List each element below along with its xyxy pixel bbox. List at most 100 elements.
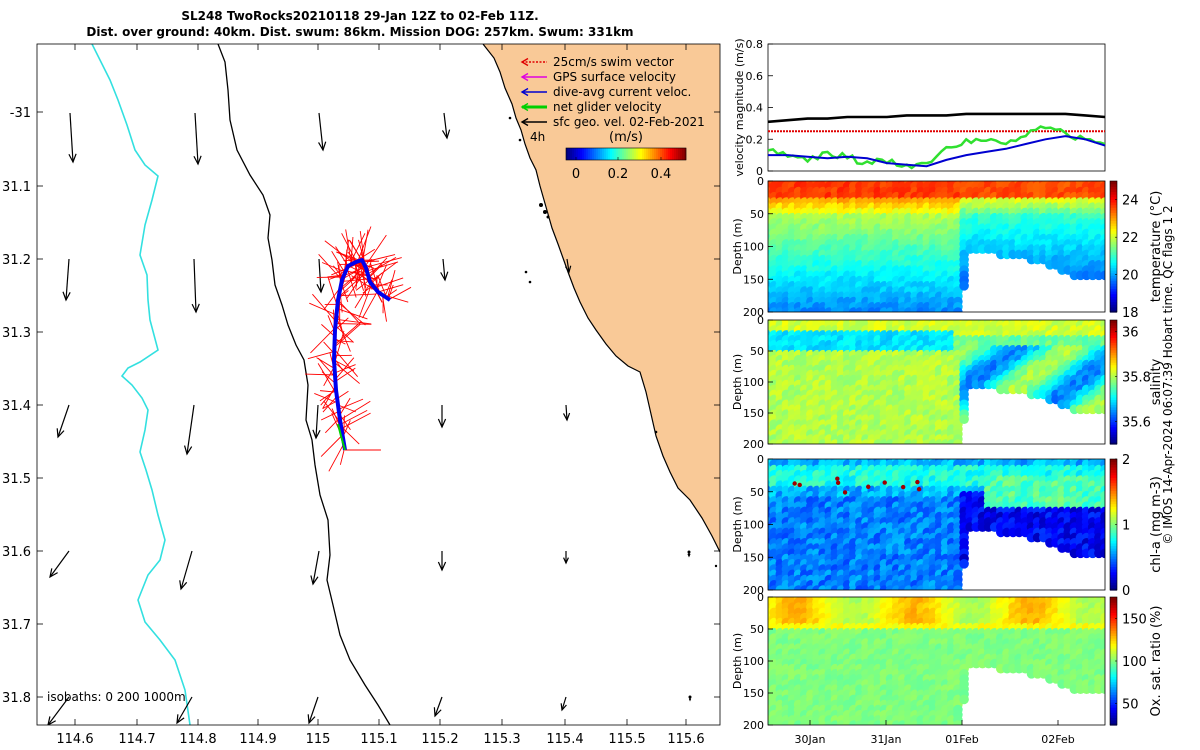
- map-x-tick-label: 115.5: [608, 732, 645, 747]
- section-y-tick-label: 150: [743, 273, 764, 286]
- section-colorbar-cell: [1110, 283, 1117, 287]
- section-colorbar-cell: [1110, 419, 1117, 423]
- section-colorbar-cell: [1110, 389, 1117, 393]
- section-colorbar-cell: [1110, 548, 1117, 552]
- dive-avg-current-track: [332, 258, 392, 451]
- section-colorbar-cell: [1110, 241, 1117, 245]
- section-colorbar-cell: [1110, 285, 1117, 290]
- velocity-series-line: [768, 135, 1105, 168]
- map-x-tick-label: 114.6: [56, 732, 93, 747]
- velocity-arrow: [312, 404, 321, 440]
- section-colorbar-cell: [1110, 555, 1117, 560]
- legend-entry: sfc geo. vel. 02-Feb-2021: [520, 115, 705, 129]
- title-line-1: SL248 TwoRocks20210118 29-Jan 12Z to 02-…: [181, 9, 539, 23]
- section-colorbar-cell: [1110, 349, 1117, 353]
- section-colorbar-cell: [1110, 386, 1117, 391]
- section-colorbar-cell: [1110, 324, 1117, 329]
- velocity-y-tick-label: 0.8: [746, 38, 764, 51]
- map-y-tick-label: 31.3: [2, 326, 31, 341]
- section-heatmap: [768, 181, 1105, 312]
- section-colorbar-label: Ox. sat. ratio (%): [1149, 606, 1164, 717]
- section-y-tick-label: 100: [743, 655, 764, 668]
- section-colorbar-cell: [1110, 529, 1117, 533]
- surface-geostrophic-velocity-arrows: [47, 112, 692, 725]
- section-colorbar-cell: [1110, 212, 1117, 216]
- section-colorbar-cell: [1110, 270, 1117, 274]
- section-colorbar-cell: [1110, 301, 1117, 305]
- section-colorbar-cell: [1110, 259, 1117, 263]
- section-colorbar-cell: [1110, 582, 1117, 586]
- section-colorbar-cell: [1110, 620, 1117, 624]
- section-colorbar-tick-label: 1: [1122, 519, 1130, 534]
- section-colorbar-cell: [1110, 681, 1117, 685]
- section-y-tick-label: 0: [757, 591, 764, 604]
- section-colorbar-cell: [1110, 233, 1117, 237]
- map-y-tick-label: 31.1: [2, 180, 31, 195]
- section-panel: 0 50 100 150 200 Depth (m) 0 1 2 chl-a (mg m-3): [731, 453, 1164, 599]
- legend-label: net glider velocity: [553, 100, 661, 114]
- section-colorbar-cell: [1110, 587, 1117, 591]
- section-heatmap: [768, 459, 1105, 590]
- time-x-tick-label: 30Jan: [795, 733, 826, 746]
- section-colorbar-cell: [1110, 332, 1117, 336]
- section-colorbar-cell: [1110, 503, 1117, 507]
- section-colorbar-cell: [1110, 597, 1117, 601]
- section-colorbar-cell: [1110, 436, 1117, 440]
- section-colorbar-cell: [1110, 653, 1117, 657]
- section-colorbar-cell: [1110, 514, 1117, 518]
- section-colorbar-cell: [1110, 498, 1117, 502]
- section-colorbar-cell: [1110, 228, 1117, 232]
- section-colorbar-cell: [1110, 722, 1117, 726]
- section-colorbar-cell: [1110, 487, 1117, 492]
- section-colorbar-cell: [1110, 207, 1117, 211]
- section-colorbar-cell: [1110, 719, 1117, 724]
- section-y-label: Depth (m): [731, 633, 744, 689]
- section-colorbar-cell: [1110, 459, 1117, 463]
- section-colorbar-cell: [1110, 288, 1117, 292]
- section-colorbar-cell: [1110, 521, 1117, 526]
- section-colorbar-cell: [1110, 377, 1117, 381]
- section-colorbar-cell: [1110, 230, 1117, 234]
- map-y-tick-label: 31.8: [2, 691, 31, 706]
- section-colorbar-cell: [1110, 558, 1117, 562]
- section-colorbar-cell: [1110, 414, 1117, 418]
- section-y-tick-label: 50: [750, 345, 764, 358]
- section-colorbar-cell: [1110, 364, 1117, 368]
- section-y-tick-label: 50: [750, 208, 764, 221]
- section-colorbar-tick-label: 18: [1122, 306, 1139, 321]
- map-x-tick-label: 115.3: [483, 732, 520, 747]
- section-colorbar-cell: [1110, 296, 1117, 300]
- section-colorbar-cell: [1110, 532, 1117, 536]
- section-colorbar-cell: [1110, 354, 1117, 358]
- map-y-tick-label: 31.5: [2, 472, 31, 487]
- section-colorbar-cell: [1110, 534, 1117, 539]
- map-y-tick-label: -31: [10, 106, 31, 121]
- section-colorbar-cell: [1110, 661, 1117, 665]
- section-colorbar-cell: [1110, 699, 1117, 703]
- section-y-label: Depth (m): [731, 354, 744, 410]
- section-colorbar-cell: [1110, 298, 1117, 303]
- map-x-tick-label: 115: [306, 732, 331, 747]
- section-colorbar-cell: [1110, 607, 1117, 611]
- islands: [508, 116, 718, 699]
- velocity-y-tick-label: 0.2: [746, 133, 764, 146]
- section-colorbar-cell: [1110, 614, 1117, 619]
- velocity-arrow: [183, 404, 195, 456]
- section-colorbar-cell: [1110, 709, 1117, 713]
- section-colorbar-cell: [1110, 306, 1117, 310]
- velocity-arrow: [191, 258, 200, 314]
- section-y-tick-label: 100: [743, 241, 764, 254]
- section-colorbar-cell: [1110, 712, 1117, 716]
- section-colorbar-cell: [1110, 650, 1117, 654]
- map-axes: 114.6 114.7 114.8 114.9 115 115.1 115.2 115.3 11…: [2, 44, 720, 747]
- section-colorbar-cell: [1110, 421, 1117, 425]
- section-colorbar-cell: [1110, 625, 1117, 629]
- section-colorbar-cell: [1110, 704, 1117, 708]
- section-colorbar-cell: [1110, 236, 1117, 240]
- section-y-tick-label: 100: [743, 519, 764, 532]
- section-colorbar-cell: [1110, 637, 1117, 642]
- velocity-y-tick-label: 0: [756, 165, 763, 178]
- section-colorbar-cell: [1110, 382, 1117, 386]
